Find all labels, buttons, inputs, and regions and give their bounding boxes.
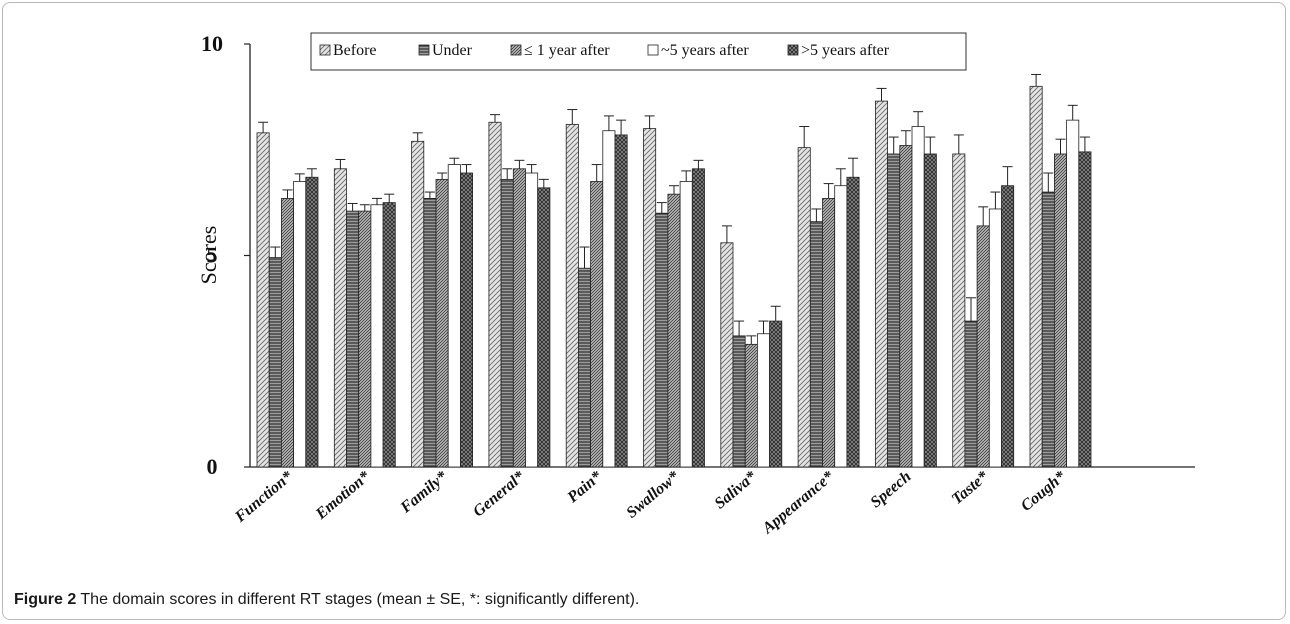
bar xyxy=(565,123,579,468)
bar xyxy=(1041,191,1055,468)
legend-label: >5 years after xyxy=(801,42,890,59)
bar xyxy=(293,181,307,468)
y-tick-label: 10 xyxy=(201,31,223,56)
bar xyxy=(952,153,966,468)
x-tick-labels: Function* Emotion* Family* General* Pain* Swa… xyxy=(231,467,1070,537)
legend: Before Under ≤ 1 year after ~5 years after >… xyxy=(310,32,967,71)
figure-caption: Figure 2 The domain scores in different … xyxy=(14,591,639,609)
bar xyxy=(809,221,823,468)
bar xyxy=(333,168,347,468)
bar xyxy=(305,176,319,468)
legend-label: Under xyxy=(432,42,473,59)
bar xyxy=(988,208,1002,468)
bar xyxy=(488,121,502,468)
bar xyxy=(732,335,746,468)
bar xyxy=(1078,151,1092,468)
bar xyxy=(822,197,836,468)
bar xyxy=(923,153,937,468)
bar xyxy=(834,185,848,468)
bar xyxy=(447,164,461,468)
y-tick-label: 0 xyxy=(207,454,218,479)
bar xyxy=(525,172,539,468)
y-ticks: 0 5 10 xyxy=(201,31,250,479)
legend-label: Before xyxy=(333,42,377,59)
bar xyxy=(382,202,396,468)
bar xyxy=(797,147,811,468)
bar xyxy=(358,210,372,468)
x-tick-label: Function* xyxy=(231,467,297,526)
bar xyxy=(256,132,270,468)
bar xyxy=(268,257,282,468)
x-tick-label: Family* xyxy=(397,467,452,517)
bar xyxy=(1066,119,1080,468)
bar xyxy=(411,140,425,468)
bar xyxy=(1001,185,1015,468)
bar xyxy=(537,187,551,468)
legend-swatch xyxy=(510,44,522,56)
bar xyxy=(500,178,514,468)
bar xyxy=(459,172,473,468)
x-tick-label: General* xyxy=(470,467,529,520)
bar xyxy=(280,197,294,468)
bar xyxy=(590,181,604,468)
error-bars xyxy=(258,73,1090,345)
bar xyxy=(578,267,592,468)
bar xyxy=(720,242,734,468)
x-tick-label: Saliva* xyxy=(711,467,760,512)
bar xyxy=(1054,153,1068,468)
bar xyxy=(667,193,681,468)
caption-label: Figure 2 xyxy=(14,591,77,608)
bar xyxy=(691,168,705,468)
legend-swatch xyxy=(787,44,799,56)
legend-swatch xyxy=(647,44,659,56)
bar xyxy=(1029,85,1043,468)
bar xyxy=(370,204,384,468)
bar xyxy=(911,126,925,468)
bar xyxy=(757,333,771,468)
legend-label: ≤ 1 year after xyxy=(524,42,610,59)
bar xyxy=(887,153,901,468)
bar xyxy=(435,178,449,468)
legend-label: ~5 years after xyxy=(661,42,749,59)
legend-swatch xyxy=(319,44,331,56)
bar-chart: Scores 0 5 10 Function* Emotion* Family* Gene… xyxy=(196,31,1195,538)
y-tick-label: 5 xyxy=(207,243,218,268)
x-tick-label: Emotion* xyxy=(312,467,374,523)
x-tick-label: Pain* xyxy=(564,467,606,506)
bar xyxy=(512,168,526,468)
x-tick-label: Swallow* xyxy=(623,467,683,521)
bars xyxy=(256,85,1092,468)
y-axis-label: Scores xyxy=(196,226,221,285)
bar xyxy=(643,128,657,468)
bar xyxy=(423,197,437,468)
x-tick-label: Speech xyxy=(867,468,914,511)
bar xyxy=(602,130,616,468)
bar xyxy=(846,176,860,468)
bar xyxy=(976,225,990,468)
bar xyxy=(875,100,889,468)
bar xyxy=(614,134,628,468)
bar xyxy=(679,181,693,468)
x-tick-label: Taste* xyxy=(949,467,993,508)
x-tick-label: Appearance* xyxy=(759,467,838,537)
bar xyxy=(769,320,783,468)
bar xyxy=(899,145,913,468)
caption-text: The domain scores in different RT stages… xyxy=(80,591,640,608)
bar xyxy=(346,210,360,468)
bar xyxy=(964,320,978,468)
bar xyxy=(744,343,758,468)
legend-swatch xyxy=(418,44,430,56)
x-tick-label: Cough* xyxy=(1018,467,1070,514)
bar xyxy=(655,212,669,468)
